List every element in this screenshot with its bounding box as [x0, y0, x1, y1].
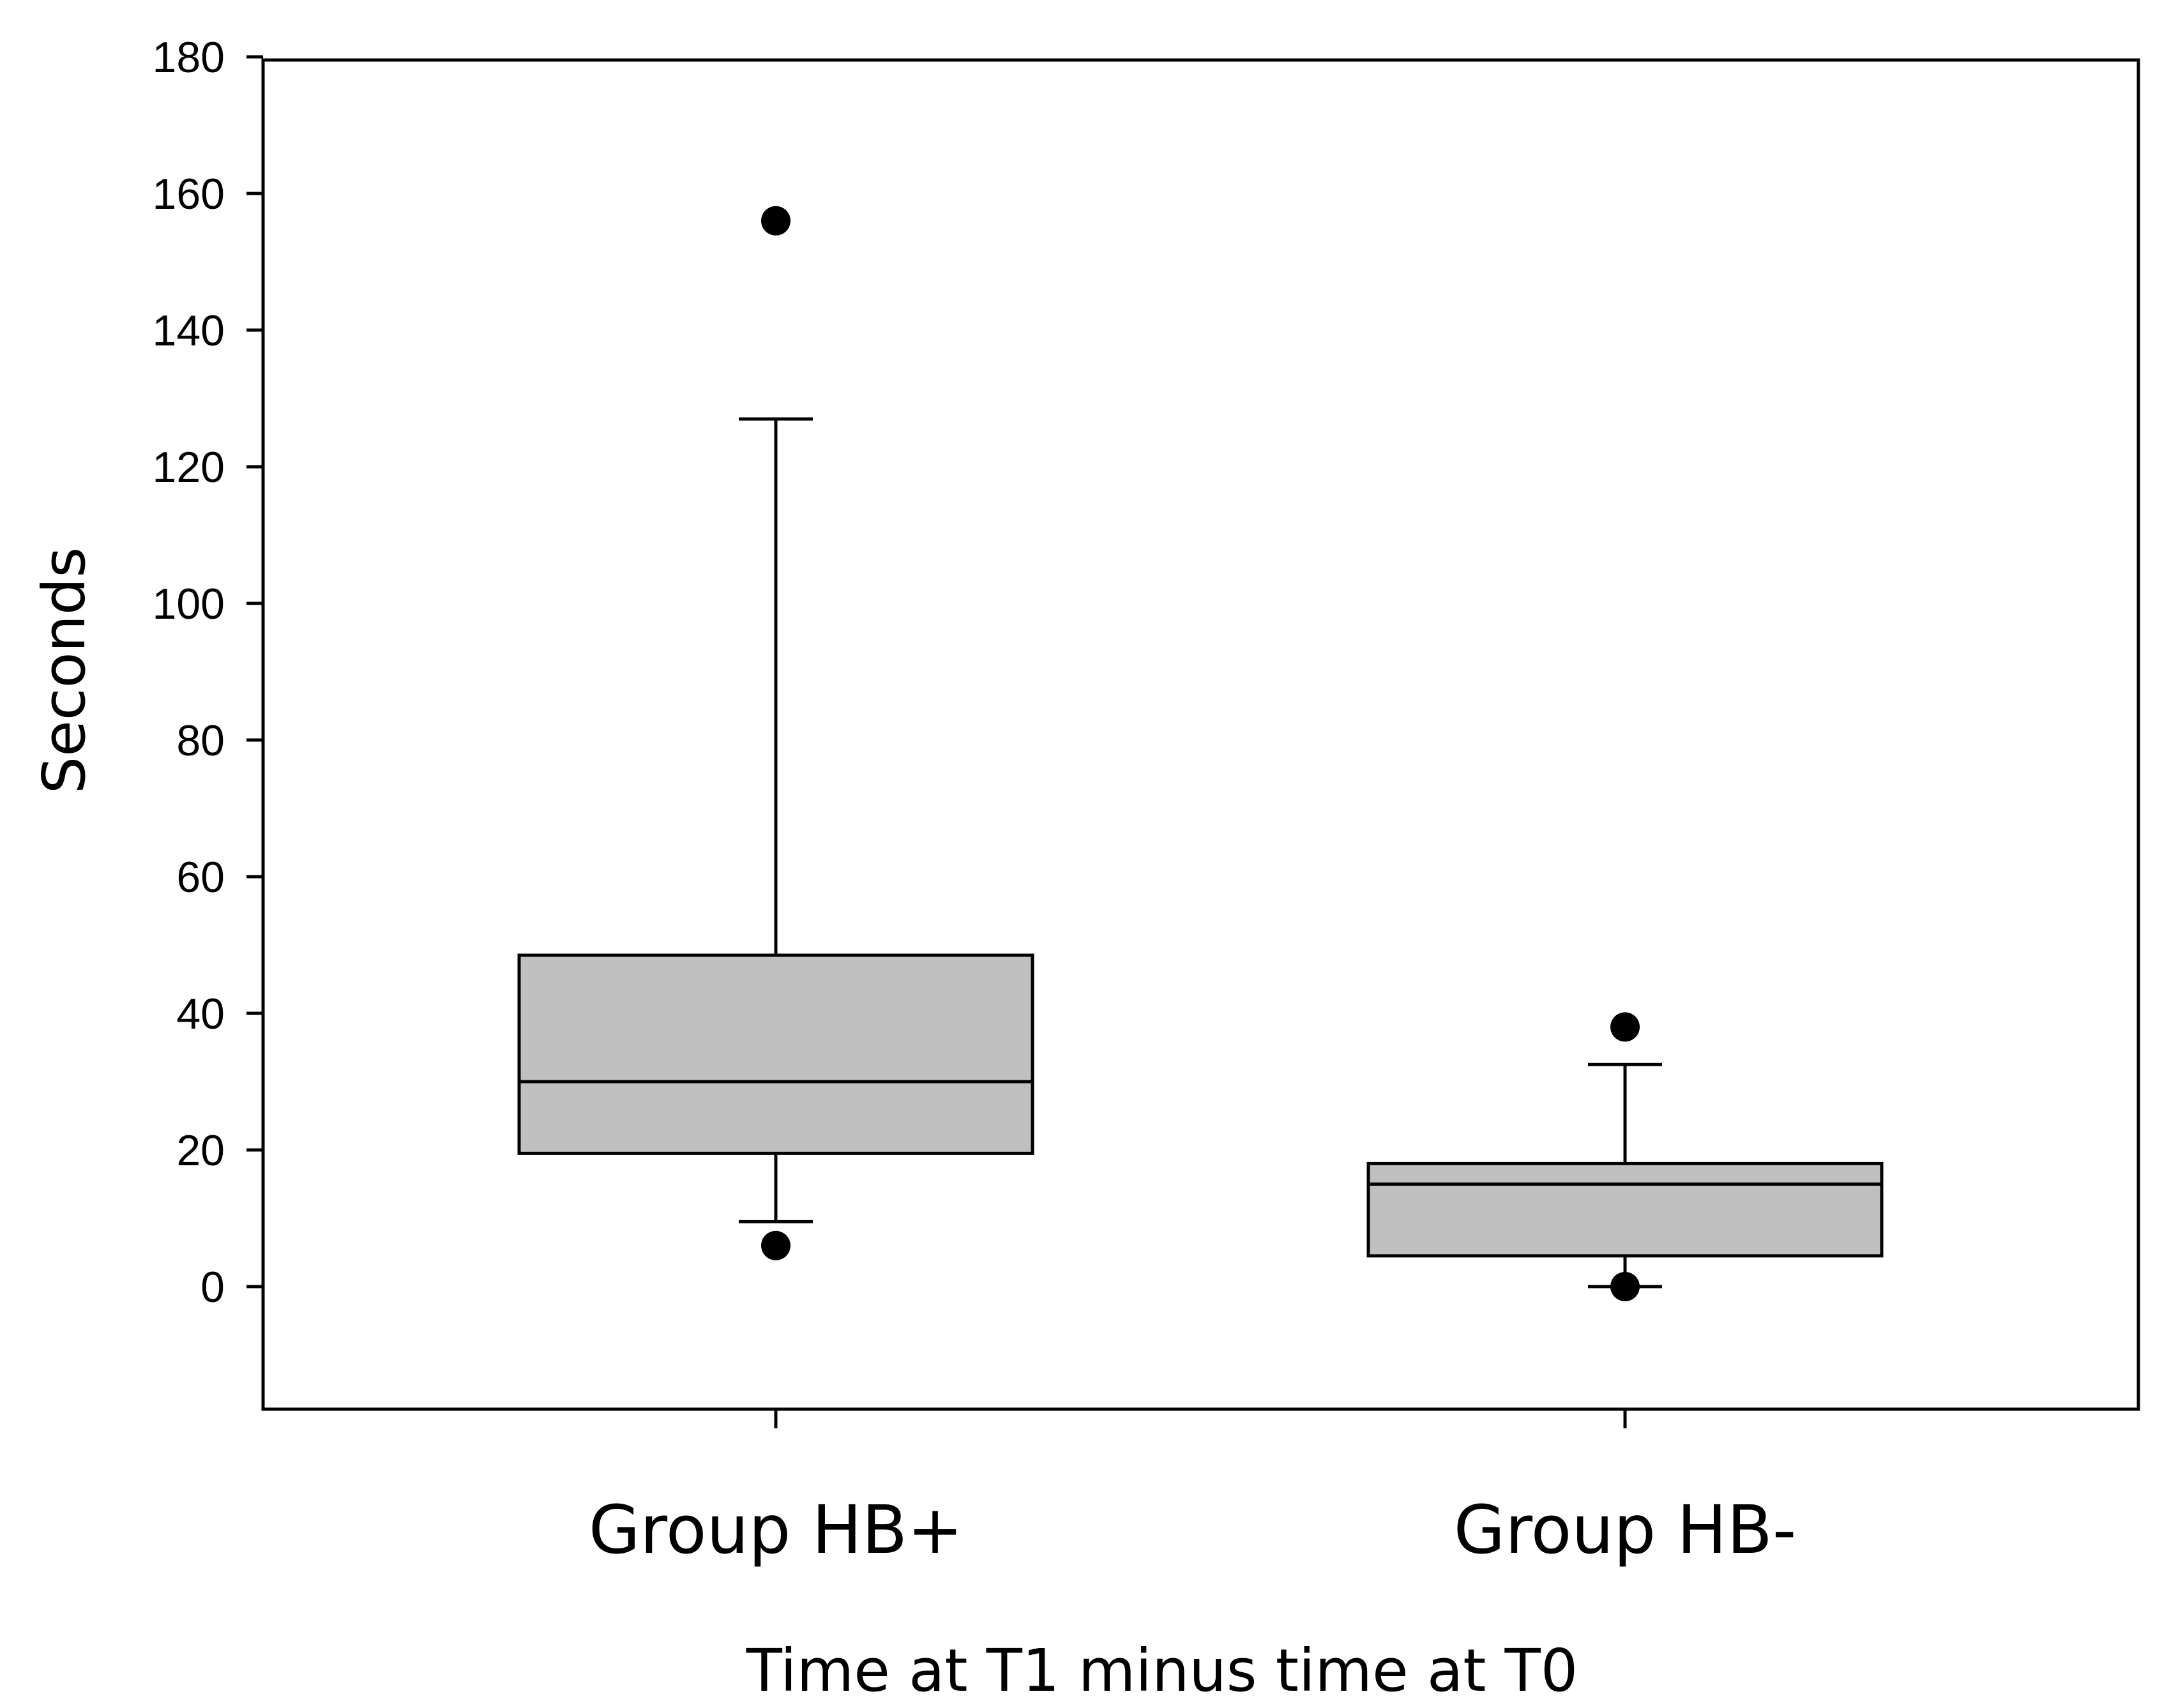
- x-axis-title: Time at T1 minus time at T0: [746, 1636, 1578, 1705]
- box-series: [517, 206, 1884, 1301]
- y-tick-label: 80: [176, 716, 225, 765]
- plot-area-frame: [261, 58, 2140, 1411]
- y-axis-title: Seconds: [30, 547, 98, 794]
- y-tick-label: 0: [200, 1263, 225, 1311]
- outlier-point: [761, 206, 790, 236]
- iqr-box: [517, 953, 1034, 1155]
- y-tick-label: 160: [153, 170, 225, 218]
- x-category-label: Group HB-: [1454, 1491, 1797, 1569]
- outlier-point: [761, 1230, 790, 1260]
- y-tick-label: 140: [153, 306, 225, 355]
- box-group: [1366, 1012, 1884, 1301]
- y-tick-label: 180: [153, 33, 225, 82]
- x-axis-category-labels: Group HB+ Group HB-: [589, 1491, 1797, 1569]
- y-tick-label: 20: [176, 1126, 225, 1175]
- iqr-box: [1366, 1161, 1884, 1258]
- y-tick-label: 120: [153, 443, 225, 492]
- y-tick-label: 100: [153, 580, 225, 628]
- y-tick-label: 40: [176, 990, 225, 1038]
- y-axis-ticks: 0 20 40 60 80 100 120 140 160 180: [153, 33, 263, 1311]
- x-category-label: Group HB+: [589, 1491, 963, 1569]
- outlier-point: [1610, 1272, 1640, 1301]
- x-axis-ticks: [774, 1409, 1627, 1428]
- box-group: [517, 206, 1034, 1260]
- y-tick-label: 60: [176, 853, 225, 902]
- outlier-point: [1610, 1012, 1640, 1042]
